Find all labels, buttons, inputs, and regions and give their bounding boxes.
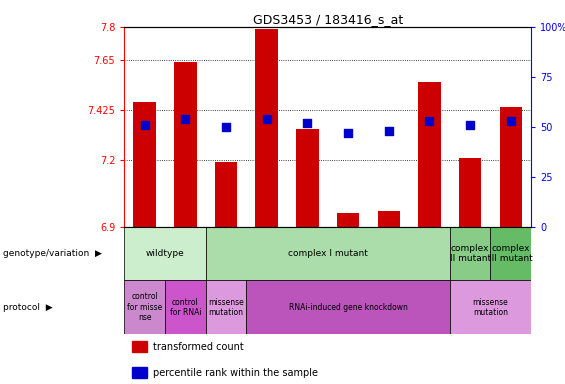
Bar bbox=[246, 280, 287, 334]
Bar bbox=[490, 227, 531, 280]
Bar bbox=[368, 280, 409, 334]
Bar bbox=[133, 102, 156, 227]
Bar bbox=[450, 227, 490, 280]
Bar bbox=[206, 227, 450, 280]
Bar bbox=[287, 227, 328, 280]
Text: genotype/variation  ▶: genotype/variation ▶ bbox=[3, 249, 102, 258]
Bar bbox=[450, 227, 490, 280]
Bar bbox=[409, 227, 450, 280]
Bar bbox=[215, 162, 237, 227]
Text: control
for RNAi: control for RNAi bbox=[170, 298, 201, 317]
Bar bbox=[132, 341, 147, 352]
Bar bbox=[165, 280, 206, 334]
Point bbox=[181, 116, 190, 122]
Text: complex
III mutant: complex III mutant bbox=[489, 244, 533, 263]
Bar bbox=[124, 227, 165, 280]
Point bbox=[466, 122, 475, 128]
Point bbox=[425, 118, 434, 124]
Text: percentile rank within the sample: percentile rank within the sample bbox=[153, 367, 318, 377]
Bar bbox=[246, 280, 450, 334]
Bar bbox=[328, 227, 368, 280]
Bar bbox=[337, 213, 359, 227]
Bar bbox=[246, 227, 287, 280]
Bar bbox=[328, 280, 368, 334]
Text: protocol  ▶: protocol ▶ bbox=[3, 303, 53, 312]
Text: complex
II mutant: complex II mutant bbox=[450, 244, 490, 263]
Text: missense
mutation: missense mutation bbox=[208, 298, 244, 317]
Bar bbox=[409, 280, 450, 334]
Bar bbox=[206, 280, 246, 334]
Bar bbox=[124, 280, 165, 334]
Point bbox=[262, 116, 271, 122]
Bar bbox=[124, 280, 165, 334]
Bar bbox=[368, 227, 409, 280]
Bar bbox=[490, 227, 531, 280]
Point bbox=[506, 118, 515, 124]
Text: RNAi-induced gene knockdown: RNAi-induced gene knockdown bbox=[289, 303, 407, 312]
Bar bbox=[174, 62, 197, 227]
Point bbox=[303, 120, 312, 126]
Bar bbox=[206, 280, 246, 334]
Point bbox=[344, 130, 353, 136]
Bar bbox=[165, 227, 206, 280]
Point bbox=[140, 122, 149, 128]
Text: wildtype: wildtype bbox=[146, 249, 184, 258]
Bar bbox=[124, 227, 206, 280]
Bar bbox=[206, 227, 246, 280]
Point bbox=[384, 127, 393, 134]
Bar bbox=[418, 82, 441, 227]
Bar bbox=[132, 366, 147, 377]
Point bbox=[221, 124, 231, 130]
Text: complex I mutant: complex I mutant bbox=[288, 249, 368, 258]
Bar bbox=[450, 280, 531, 334]
Bar bbox=[459, 158, 481, 227]
Text: control
for misse
nse: control for misse nse bbox=[127, 292, 162, 322]
Bar bbox=[287, 280, 328, 334]
Text: missense
mutation: missense mutation bbox=[472, 298, 508, 317]
Bar bbox=[255, 29, 278, 227]
Bar bbox=[490, 280, 531, 334]
Text: transformed count: transformed count bbox=[153, 341, 244, 352]
Bar bbox=[377, 211, 400, 227]
Title: GDS3453 / 183416_s_at: GDS3453 / 183416_s_at bbox=[253, 13, 403, 26]
Bar bbox=[450, 280, 490, 334]
Bar bbox=[499, 107, 522, 227]
Bar bbox=[165, 280, 206, 334]
Bar bbox=[296, 129, 319, 227]
